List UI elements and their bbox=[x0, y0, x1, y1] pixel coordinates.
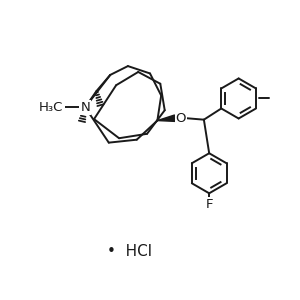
Text: •  HCl: • HCl bbox=[107, 244, 152, 259]
Text: O: O bbox=[176, 112, 186, 125]
Text: F: F bbox=[206, 198, 213, 211]
Text: H₃C: H₃C bbox=[39, 101, 64, 114]
Polygon shape bbox=[158, 115, 175, 122]
Text: N: N bbox=[80, 101, 90, 114]
